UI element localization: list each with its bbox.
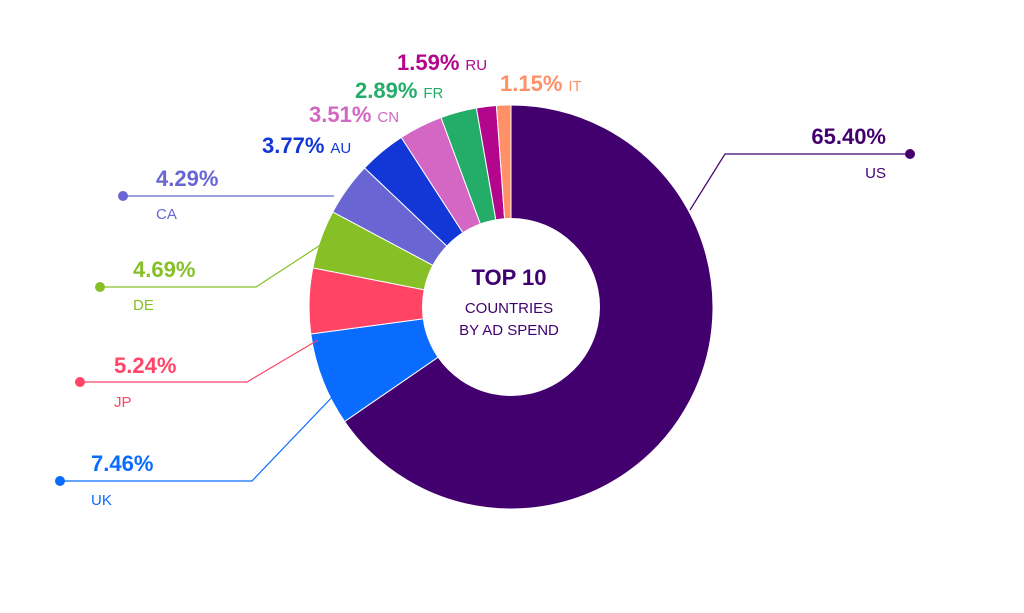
leader-line-de [100, 243, 323, 288]
value-label-au: 3.77% [262, 133, 324, 158]
value-label-it: 1.15% [500, 71, 562, 96]
label-cn: 3.51% CN [309, 102, 399, 127]
leader-lines-group [55, 149, 915, 486]
category-label-jp: JP [114, 394, 132, 411]
value-label-uk: 7.46% [91, 451, 153, 476]
value-label-fr: 2.89% [355, 78, 417, 103]
leader-line-jp [80, 339, 319, 383]
leader-dot-us [905, 149, 915, 159]
category-label-us: US [865, 165, 886, 182]
labels-group: 65.40% US 7.46% UK 5.24% JP 4.69% DE 4.29% CA 3.77… [91, 50, 886, 509]
value-label-ru: 1.59% [397, 50, 459, 75]
category-label-au: AU [330, 140, 351, 157]
category-label-uk: UK [91, 492, 112, 509]
value-label-cn: 3.51% [309, 102, 371, 127]
value-label-us: 65.40% [811, 124, 886, 149]
category-label-ru: RU [465, 57, 487, 74]
donut-hole [422, 218, 600, 396]
category-label-fr: FR [423, 85, 443, 102]
leader-dot-de [95, 282, 105, 292]
leader-dot-jp [75, 377, 85, 387]
value-label-ca: 4.29% [156, 166, 218, 191]
leader-line-us [689, 153, 910, 211]
label-fr: 2.89% FR [355, 78, 444, 103]
center-subtitle-line2: BY AD SPEND [459, 322, 559, 339]
leader-dot-ca [118, 191, 128, 201]
leader-dot-uk [55, 476, 65, 486]
value-label-jp: 5.24% [114, 353, 176, 378]
leader-line-uk [60, 391, 338, 482]
value-label-de: 4.69% [133, 257, 195, 282]
label-it: 1.15% IT [500, 71, 582, 96]
category-label-cn: CN [377, 109, 399, 126]
category-label-de: DE [133, 297, 154, 314]
label-au: 3.77% AU [262, 133, 351, 158]
center-subtitle-line1: COUNTRIES [465, 300, 553, 317]
category-label-it: IT [568, 78, 581, 95]
category-label-ca: CA [156, 206, 177, 223]
label-ru: 1.59% RU [397, 50, 487, 75]
center-title: TOP 10 [471, 265, 546, 290]
